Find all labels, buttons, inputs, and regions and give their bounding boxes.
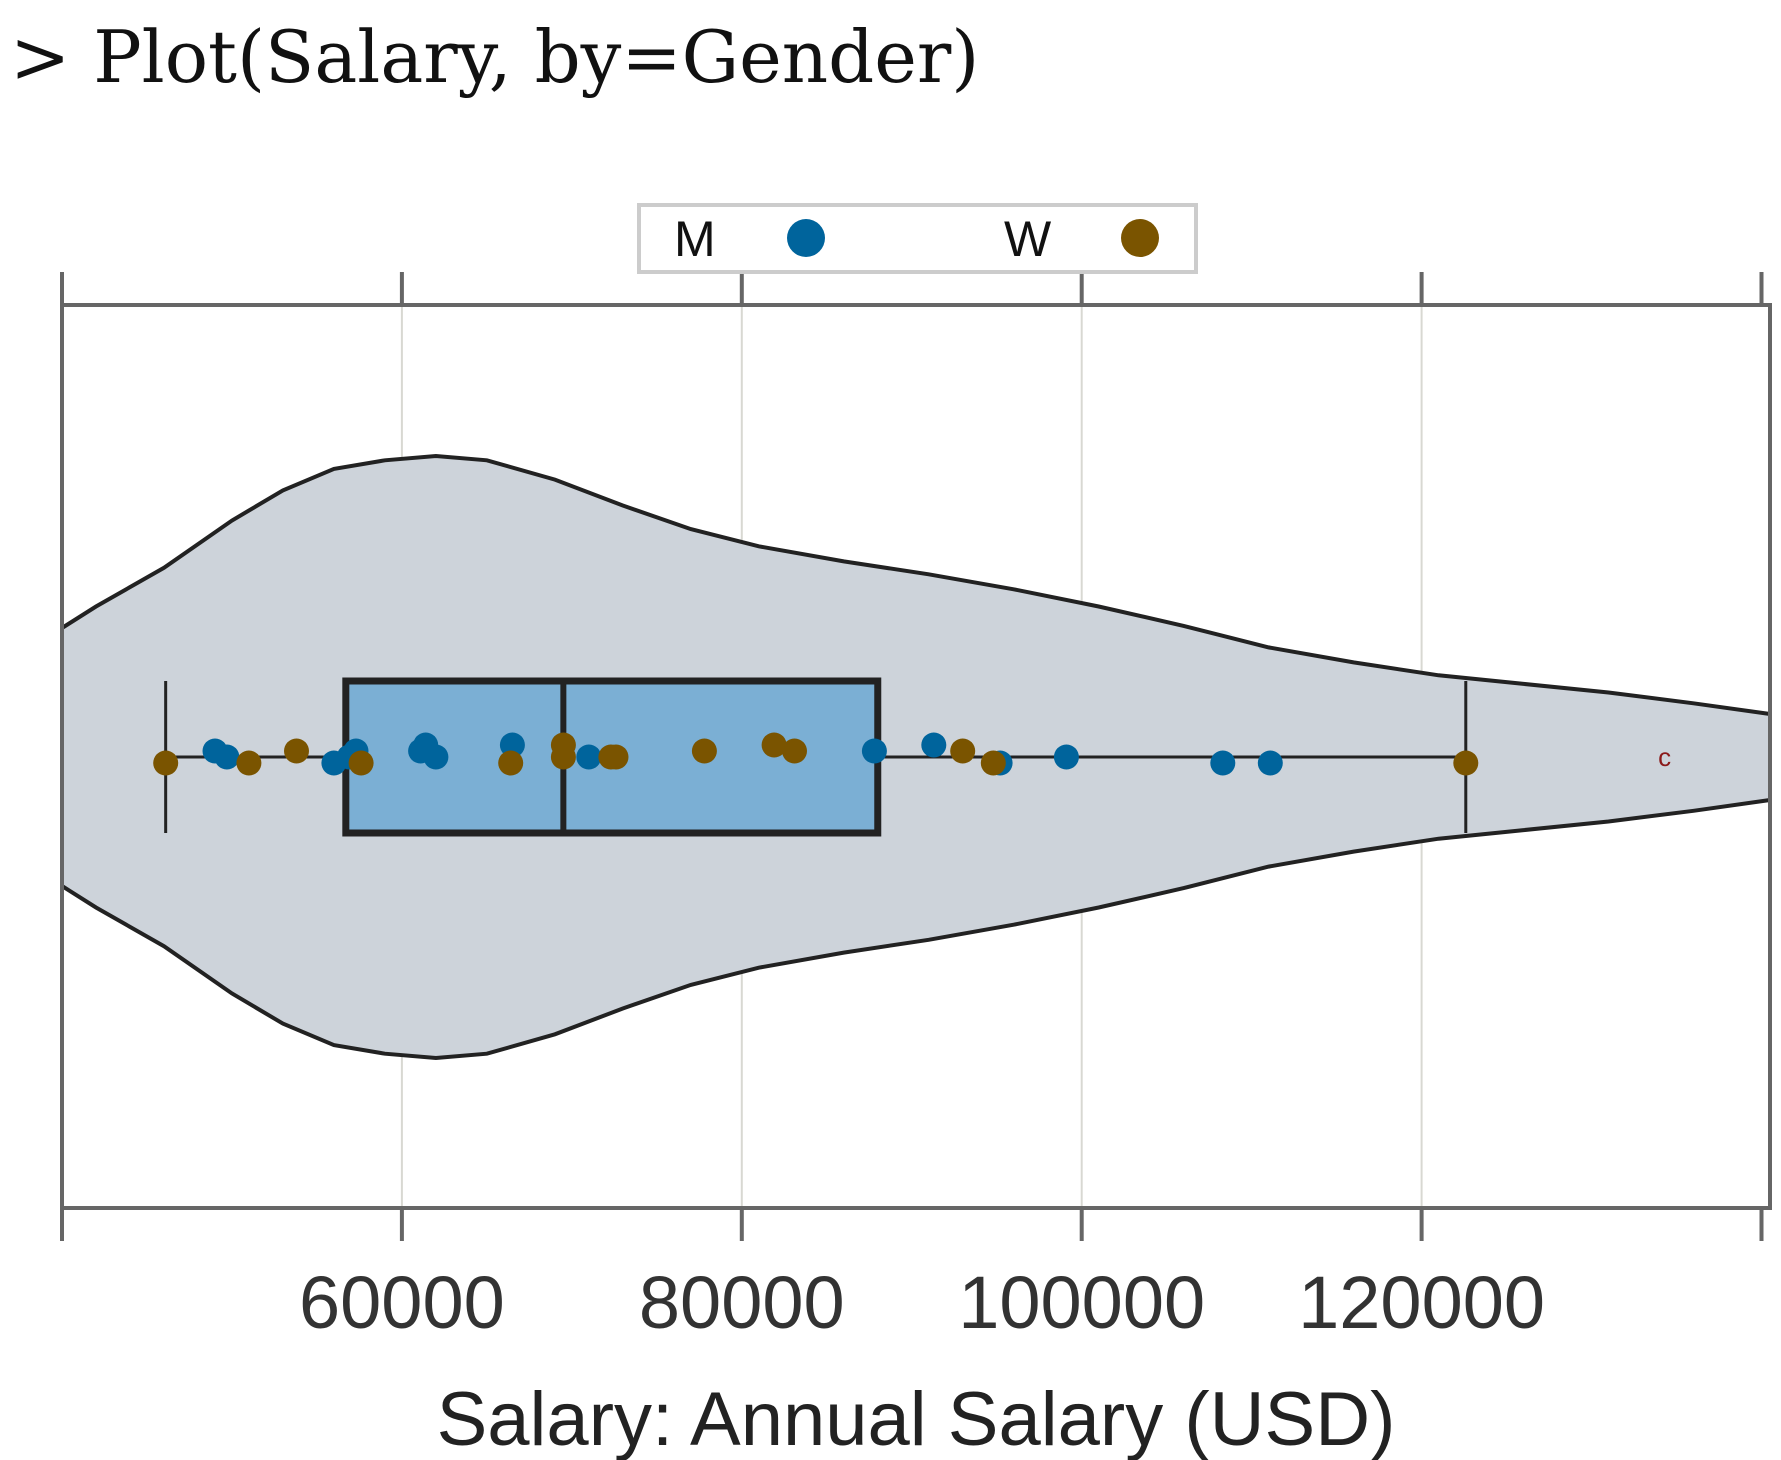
- point-m-11: [921, 732, 947, 758]
- point-w-9: [691, 738, 717, 764]
- point-m-10: [861, 738, 887, 764]
- x-axis-title: Salary: Annual Salary (USD): [437, 1377, 1396, 1460]
- point-w-11: [782, 738, 807, 764]
- frame-layer: [60, 303, 1772, 1210]
- legend-label-m: M: [674, 211, 716, 267]
- point-m-1: [214, 744, 240, 770]
- point-w-4: [498, 750, 524, 776]
- legend-marker-m: [787, 219, 825, 257]
- point-m-9: [576, 744, 602, 770]
- x-tick-label-2: 100000: [958, 1261, 1205, 1344]
- point-m-7: [423, 744, 449, 770]
- plot-frame: [60, 303, 1772, 1210]
- x-tick-label-3: 120000: [1298, 1261, 1545, 1344]
- point-w-8: [603, 744, 629, 770]
- console-command: > Plot(Salary, by=Gender): [10, 15, 980, 99]
- outlier-label: c: [1658, 742, 1671, 772]
- points-layer: [153, 732, 1479, 776]
- point-w-0: [153, 750, 179, 776]
- x-tick-label-1: 80000: [639, 1261, 845, 1344]
- point-w-2: [284, 738, 309, 764]
- axis-layer: 60000 80000 100000 120000: [60, 272, 1764, 1344]
- x-tick-label-0: 60000: [299, 1261, 505, 1344]
- violin-outline-top: [60, 453, 1771, 716]
- point-m-14: [1210, 750, 1236, 776]
- point-w-3: [348, 750, 374, 776]
- legend-frame: [637, 203, 1198, 274]
- point-w-13: [980, 750, 1006, 776]
- point-w-1: [236, 750, 262, 776]
- point-w-10: [761, 732, 787, 758]
- point-m-8: [499, 732, 525, 758]
- point-m-13: [1053, 744, 1079, 770]
- legend: M W: [637, 203, 1198, 274]
- violin-outline-bottom: [60, 798, 1771, 1061]
- point-w-14: [1453, 750, 1479, 776]
- legend-label-w: W: [1004, 211, 1052, 267]
- point-w-12: [950, 738, 976, 764]
- point-m-15: [1257, 750, 1283, 776]
- point-w-6: [550, 732, 576, 758]
- legend-marker-w: [1121, 219, 1159, 257]
